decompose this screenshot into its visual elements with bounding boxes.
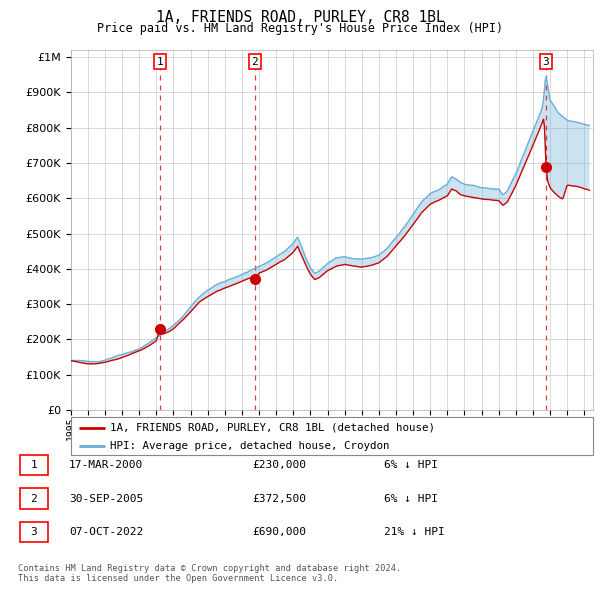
Text: 1A, FRIENDS ROAD, PURLEY, CR8 1BL (detached house): 1A, FRIENDS ROAD, PURLEY, CR8 1BL (detac… [110, 423, 435, 433]
Text: Contains HM Land Registry data © Crown copyright and database right 2024.
This d: Contains HM Land Registry data © Crown c… [18, 563, 401, 583]
Text: 1: 1 [30, 460, 37, 470]
Text: £690,000: £690,000 [252, 527, 306, 537]
Text: £230,000: £230,000 [252, 460, 306, 470]
Text: 17-MAR-2000: 17-MAR-2000 [69, 460, 143, 470]
Text: 1A, FRIENDS ROAD, PURLEY, CR8 1BL: 1A, FRIENDS ROAD, PURLEY, CR8 1BL [155, 10, 445, 25]
Text: 21% ↓ HPI: 21% ↓ HPI [384, 527, 445, 537]
Text: 07-OCT-2022: 07-OCT-2022 [69, 527, 143, 537]
FancyBboxPatch shape [20, 455, 47, 475]
Text: 1: 1 [157, 57, 163, 67]
Text: Price paid vs. HM Land Registry's House Price Index (HPI): Price paid vs. HM Land Registry's House … [97, 22, 503, 35]
Text: 3: 3 [30, 527, 37, 537]
Text: 2: 2 [251, 57, 258, 67]
FancyBboxPatch shape [20, 522, 47, 542]
Text: £372,500: £372,500 [252, 494, 306, 503]
Text: 30-SEP-2005: 30-SEP-2005 [69, 494, 143, 503]
Text: HPI: Average price, detached house, Croydon: HPI: Average price, detached house, Croy… [110, 441, 389, 451]
Text: 6% ↓ HPI: 6% ↓ HPI [384, 494, 438, 503]
Text: 2: 2 [30, 494, 37, 503]
Text: 3: 3 [543, 57, 550, 67]
FancyBboxPatch shape [71, 417, 593, 455]
Text: 6% ↓ HPI: 6% ↓ HPI [384, 460, 438, 470]
FancyBboxPatch shape [20, 489, 47, 509]
